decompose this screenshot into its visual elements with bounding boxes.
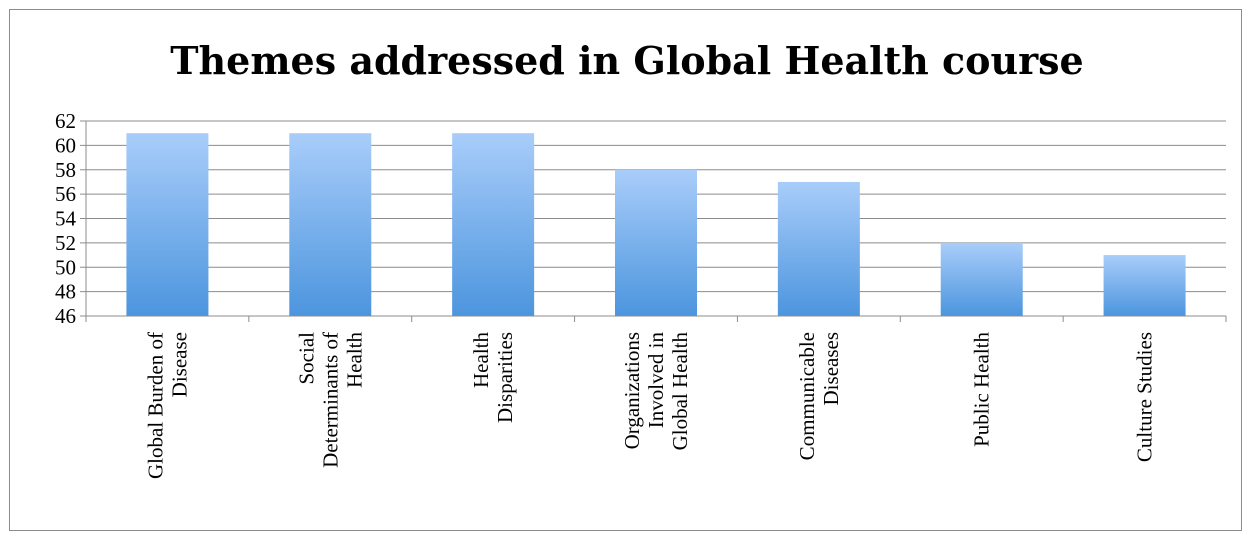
x-category-labels: Global Burden of Disease Social Determinant… [143,332,1156,479]
y-tick-label: 54 [55,207,77,231]
bar [1103,255,1186,316]
y-tick-label: 60 [55,133,76,157]
axes [85,121,1227,322]
x-category-label-line: Global Burden of [143,332,167,479]
x-category-label-line: Health [469,332,493,388]
bar [940,242,1023,316]
x-category-label: Public Health [970,332,994,447]
y-tick-label: 50 [55,255,76,279]
x-category-label-line: Involved in [644,332,668,429]
y-tick-label: 48 [55,280,76,304]
x-category-label-line: Social [294,332,318,385]
x-category-label: Organizations Involved in Global Health [620,332,692,451]
x-category-label-line: Disparities [493,332,517,423]
y-tick-label: 52 [55,231,76,255]
x-category-label: Social Determinants of Health [294,332,366,468]
x-category-label: Global Burden of Disease [143,332,191,479]
bar [615,169,697,316]
bars [126,133,1186,316]
x-category-label-line: Disease [167,332,191,397]
y-tick-label: 58 [55,158,76,182]
bar [289,133,372,316]
x-category-label-line: Diseases [819,332,843,405]
x-category-label: Communicable Diseases [795,332,843,460]
y-tick-label: 62 [55,109,76,133]
x-category-label: Health Disparities [469,332,517,423]
x-category-label-line: Culture Studies [1133,332,1157,462]
bar [452,133,535,316]
x-category-label-line: Health [342,332,366,388]
bar [777,181,860,316]
x-category-label-line: Communicable [795,332,819,460]
y-tick-label: 46 [55,304,76,328]
x-category-label-line: Determinants of [318,332,342,468]
x-category-label: Culture Studies [1133,332,1157,462]
bar [126,133,209,316]
x-category-label-line: Public Health [970,332,994,447]
x-category-label-line: Organizations [620,332,644,449]
y-tick-label: 56 [55,182,76,206]
chart-title: Themes addressed in Global Health course [170,38,1083,83]
x-category-label-line: Global Health [668,332,692,451]
